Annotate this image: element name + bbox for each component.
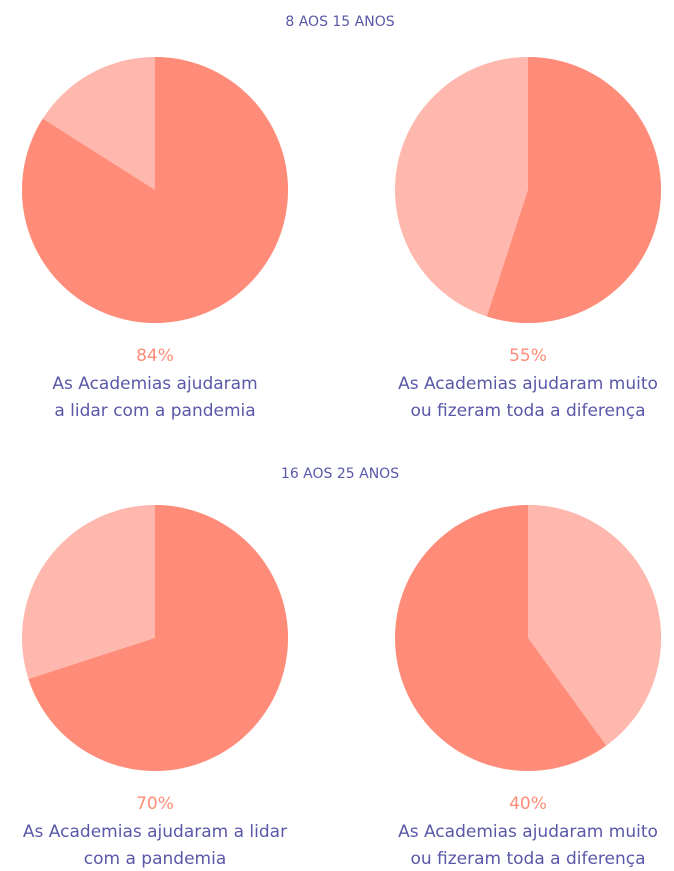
pie-slice: [28, 505, 288, 771]
value-label: 84%: [136, 346, 174, 366]
value-label: 40%: [509, 794, 547, 814]
pie-caption: As Academias ajudaram: [52, 374, 257, 394]
section-heading: 8 AOS 15 ANOS: [285, 14, 394, 30]
pie-caption: As Academias ajudaram a lidar: [23, 822, 287, 842]
pie-caption: As Academias ajudaram muito: [398, 822, 658, 842]
pie-caption: a lidar com a pandemia: [54, 401, 255, 421]
pie-slice: [486, 57, 661, 323]
pie-slice: [528, 505, 661, 746]
pie-caption: com a pandemia: [84, 849, 226, 869]
pie-caption: ou fizeram toda a diferença: [410, 401, 645, 421]
value-label: 70%: [136, 794, 174, 814]
value-label: 55%: [509, 346, 547, 366]
section-heading: 16 AOS 25 ANOS: [281, 466, 399, 482]
pie-slice: [21, 57, 288, 323]
pie-caption: As Academias ajudaram muito: [398, 374, 658, 394]
pie-caption: ou fizeram toda a diferença: [410, 849, 645, 869]
